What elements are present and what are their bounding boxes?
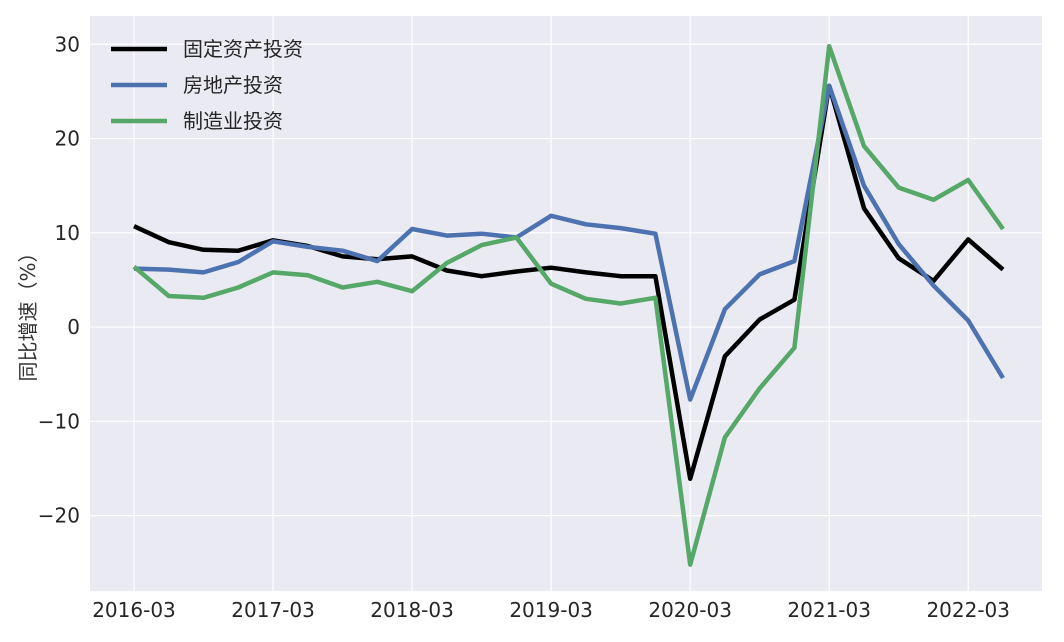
x-tick-label: 2022-03: [926, 598, 1010, 622]
legend-label: 固定资产投资: [183, 37, 303, 61]
y-tick-label: 20: [55, 127, 80, 151]
x-tick-label: 2019-03: [509, 598, 593, 622]
y-tick-labels: 30 20 10 0 −10 −20: [38, 32, 80, 527]
x-tick-label: 2021-03: [787, 598, 871, 622]
legend-label: 制造业投资: [183, 109, 283, 133]
y-tick-label: −20: [38, 504, 80, 528]
y-axis-label: 同比增速（%）: [16, 242, 40, 381]
series-line-2: [133, 83, 1005, 402]
plot-background: [90, 16, 1042, 591]
series-lines: [132, 43, 1005, 567]
series-line-3: [132, 43, 1005, 567]
y-tick-label: −10: [38, 409, 80, 433]
y-tick-label: 10: [55, 221, 80, 245]
legend-label: 房地产投资: [183, 73, 283, 97]
x-tick-labels: 2016-03 2017-03 2018-03 2019-03 2020-03 2021-…: [92, 598, 1010, 622]
x-tick-label: 2018-03: [370, 598, 454, 622]
x-tick-label: 2020-03: [648, 598, 732, 622]
x-tick-label: 2016-03: [92, 598, 176, 622]
x-tick-label: 2017-03: [231, 598, 315, 622]
y-tick-label: 30: [55, 32, 80, 56]
y-tick-label: 0: [67, 315, 80, 339]
